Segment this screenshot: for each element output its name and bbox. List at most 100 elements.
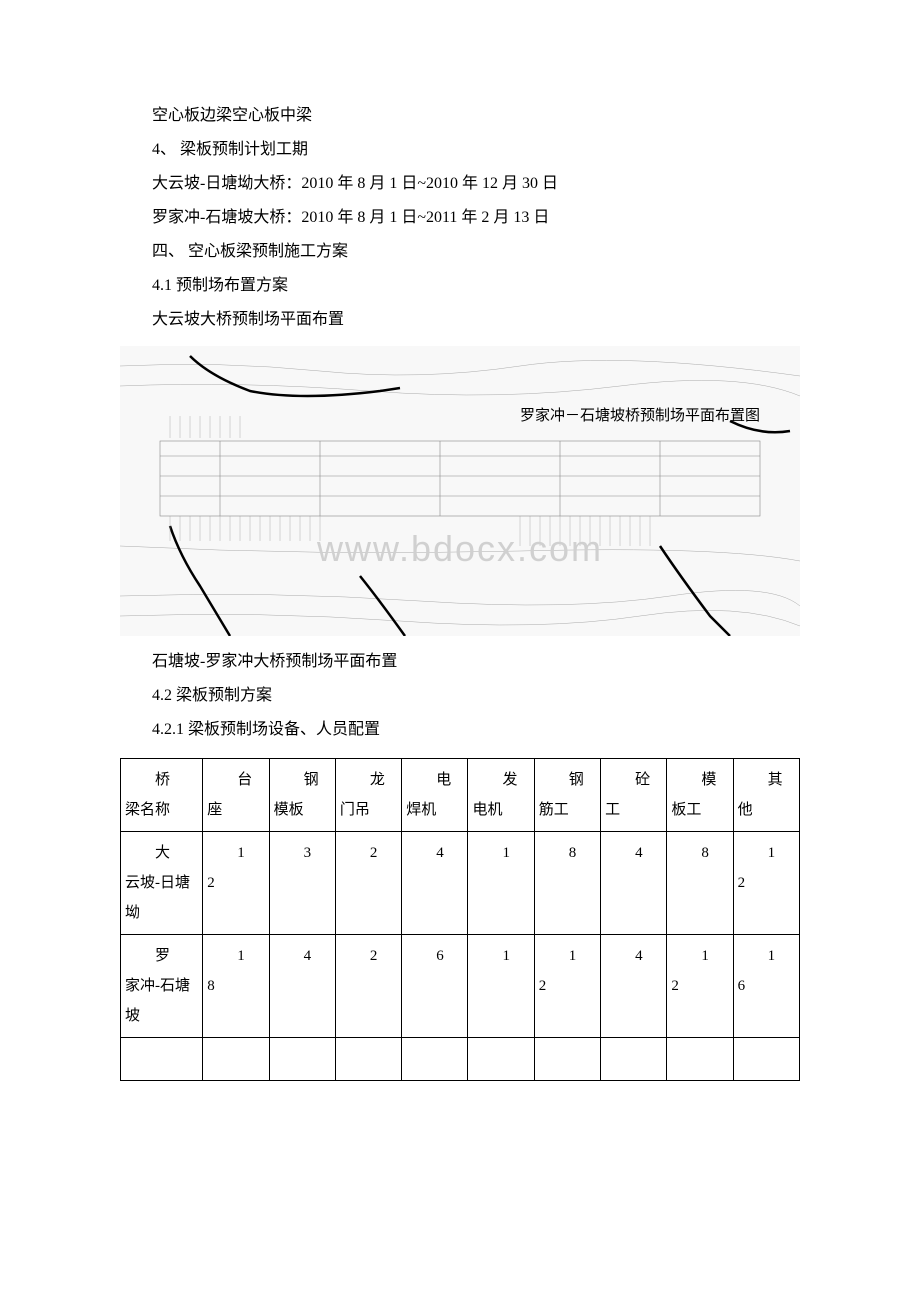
table-cell-name: 大 云坡-日塘坳: [121, 832, 203, 935]
header-text: 工: [605, 795, 662, 825]
cell-text: 6: [738, 978, 746, 994]
table-cell-empty: [733, 1038, 799, 1081]
table-cell: 8: [534, 832, 600, 935]
header-text: 门吊: [340, 795, 397, 825]
cell-text: 云坡-日塘坳: [125, 875, 190, 921]
paragraph-section42-heading: 4.2 梁板预制方案: [120, 680, 800, 712]
cell-text: 2: [207, 875, 215, 891]
table-header-cell: 电 焊机: [402, 759, 468, 832]
header-text: 他: [738, 795, 795, 825]
header-text: 电机: [472, 795, 529, 825]
header-text: 钢: [539, 765, 596, 795]
paragraph-beam-type: 空心板边梁空心板中梁: [120, 100, 800, 132]
cell-text: 4: [605, 838, 662, 868]
equipment-personnel-table: 桥 梁名称 台 座 钢 模板 龙 门吊 电 焊机 发 电机 钢 筋工 砼 工: [120, 758, 800, 1081]
table-cell: 1 8: [203, 935, 269, 1038]
paragraph-bridge1-schedule: 大云坡-日塘坳大桥：2010 年 8 月 1 日~2010 年 12 月 30 …: [120, 168, 800, 200]
header-text: 座: [207, 795, 264, 825]
table-cell-empty: [203, 1038, 269, 1081]
table-header-cell: 桥 梁名称: [121, 759, 203, 832]
site-plan-diagram: 罗家冲－石塘坡桥预制场平面布置图 www.bdocx.com: [120, 346, 800, 636]
cell-text: 1: [472, 941, 529, 971]
cell-text: 2: [340, 941, 397, 971]
table-cell: 1 6: [733, 935, 799, 1038]
table-cell-empty: [402, 1038, 468, 1081]
header-text: 发: [472, 765, 529, 795]
table-cell: 4: [601, 935, 667, 1038]
table-cell: 1: [468, 935, 534, 1038]
header-text: 筋工: [539, 795, 596, 825]
header-text: 砼: [605, 765, 662, 795]
cell-text: 2: [340, 838, 397, 868]
header-text: 模: [671, 765, 728, 795]
cell-text: 家冲-石塘坡: [125, 978, 190, 1024]
cell-text: 1: [738, 838, 795, 868]
header-text: 龙: [340, 765, 397, 795]
table-cell: 8: [667, 832, 733, 935]
cell-text: 1: [671, 941, 728, 971]
table-cell: 4: [601, 832, 667, 935]
table-cell-empty: [121, 1038, 203, 1081]
table-cell: 1 2: [667, 935, 733, 1038]
paragraph-shitangpo-layout: 石塘坡-罗家冲大桥预制场平面布置: [120, 646, 800, 678]
table-cell-name: 罗 家冲-石塘坡: [121, 935, 203, 1038]
header-text: 电: [406, 765, 463, 795]
header-text: 模板: [274, 795, 331, 825]
table-cell: 1 2: [203, 832, 269, 935]
table-cell: 2: [335, 832, 401, 935]
table-header-cell: 钢 模板: [269, 759, 335, 832]
table-cell: 4: [269, 935, 335, 1038]
cell-text: 2: [539, 978, 547, 994]
table-header-row: 桥 梁名称 台 座 钢 模板 龙 门吊 电 焊机 发 电机 钢 筋工 砼 工: [121, 759, 800, 832]
table-cell-empty: [601, 1038, 667, 1081]
cell-text: 8: [671, 838, 728, 868]
table-cell: 2: [335, 935, 401, 1038]
paragraph-schedule-heading: 4、 梁板预制计划工期: [120, 134, 800, 166]
cell-text: 8: [207, 978, 215, 994]
paragraph-section41-heading: 4.1 预制场布置方案: [120, 270, 800, 302]
cell-text: 4: [605, 941, 662, 971]
header-text: 梁名称: [125, 795, 198, 825]
cell-text: 1: [207, 941, 264, 971]
diagram-inner-label: 罗家冲－石塘坡桥预制场平面布置图: [520, 401, 760, 431]
table-header-cell: 模 板工: [667, 759, 733, 832]
table-cell: 1 2: [534, 935, 600, 1038]
table-cell: 6: [402, 935, 468, 1038]
header-text: 钢: [274, 765, 331, 795]
table-cell-empty: [335, 1038, 401, 1081]
cell-text: 3: [274, 838, 331, 868]
table-row: 大 云坡-日塘坳 1 2 3 2 4 1 8 4: [121, 832, 800, 935]
cell-text: 罗: [125, 941, 198, 971]
cell-text: 6: [406, 941, 463, 971]
paragraph-section4-heading: 四、 空心板梁预制施工方案: [120, 236, 800, 268]
table-cell: 1 2: [733, 832, 799, 935]
cell-text: 1: [738, 941, 795, 971]
table-header-cell: 其 他: [733, 759, 799, 832]
cell-text: 8: [539, 838, 596, 868]
cell-text: 大: [125, 838, 198, 868]
table-row: 罗 家冲-石塘坡 1 8 4 2 6 1 1 2 4: [121, 935, 800, 1038]
cell-text: 1: [472, 838, 529, 868]
table-cell: 1: [468, 832, 534, 935]
table-cell-empty: [534, 1038, 600, 1081]
paragraph-dayunpo-layout: 大云坡大桥预制场平面布置: [120, 304, 800, 336]
header-text: 焊机: [406, 795, 463, 825]
cell-text: 4: [406, 838, 463, 868]
cell-text: 1: [539, 941, 596, 971]
table-header-cell: 台 座: [203, 759, 269, 832]
cell-text: 2: [738, 875, 746, 891]
table-header-cell: 砼 工: [601, 759, 667, 832]
table-header-cell: 发 电机: [468, 759, 534, 832]
table-cell: 4: [402, 832, 468, 935]
table-cell-empty: [667, 1038, 733, 1081]
paragraph-bridge2-schedule: 罗家冲-石塘坡大桥：2010 年 8 月 1 日~2011 年 2 月 13 日: [120, 202, 800, 234]
header-text: 其: [738, 765, 795, 795]
table-cell: 3: [269, 832, 335, 935]
table-header-cell: 龙 门吊: [335, 759, 401, 832]
paragraph-section421-heading: 4.2.1 梁板预制场设备、人员配置: [120, 714, 800, 746]
cell-text: 2: [671, 978, 679, 994]
table-row-empty: [121, 1038, 800, 1081]
cell-text: 1: [207, 838, 264, 868]
header-text: 桥: [125, 765, 198, 795]
table-cell-empty: [468, 1038, 534, 1081]
